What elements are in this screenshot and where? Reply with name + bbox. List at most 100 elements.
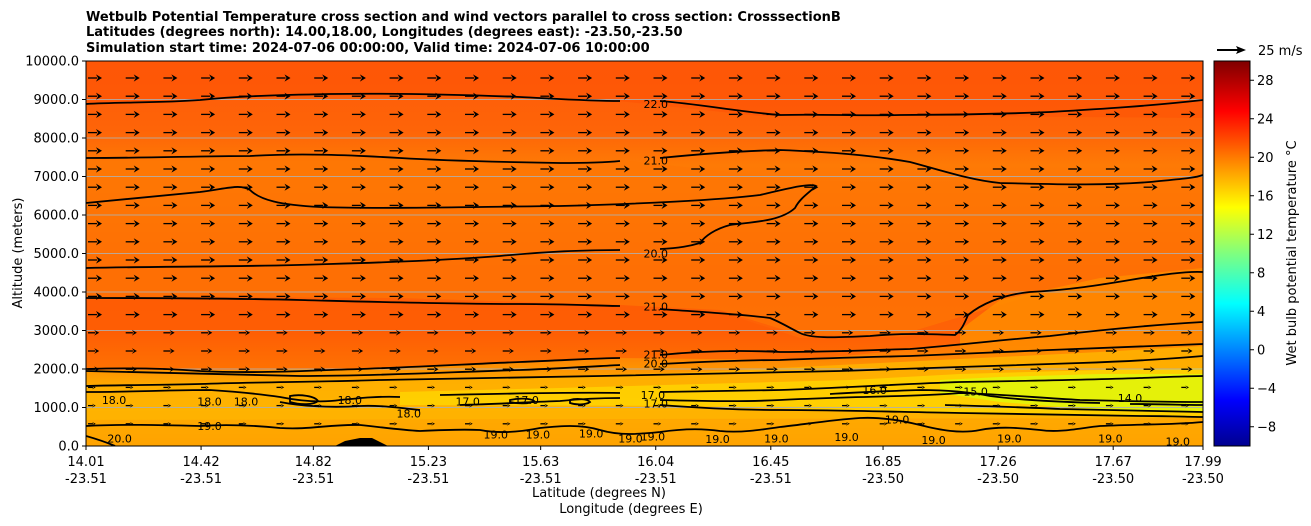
wind-vector-head [623,74,630,82]
wind-vector-head [431,403,435,408]
wind-vector-head [850,183,856,191]
wind-vector-head [623,238,630,246]
wind-vector-head [207,348,213,354]
wind-vector-head [96,256,102,264]
wind-vector-head [1187,329,1193,336]
wind-vector-head [284,129,291,137]
wind-vector-head [1000,129,1007,137]
wind-vector-head [661,74,668,82]
wind-vector-head [850,165,856,173]
wind-vector-head [1038,292,1045,300]
wind-vector-head [468,421,473,426]
wind-vector-head [395,348,401,354]
wind-vector-head [736,165,743,173]
wind-vector-head [510,274,517,282]
wind-vector-head [1189,129,1196,137]
wind-vector-head [1076,238,1083,246]
contour-label: 19.0 [1165,435,1190,448]
wind-vector-head [735,366,741,373]
wind-vector-head [506,421,511,426]
wind-vector-head [473,256,479,264]
wind-vector-head [359,129,366,137]
wind-vector-head [812,147,819,155]
wind-vector-head [887,92,894,100]
contour-17-band [279,392,1203,411]
wind-vector-head [510,183,517,191]
wind-vector-head [246,92,253,100]
wind-vector-head [736,311,743,319]
wind-vector-head [659,329,665,336]
y-tick-label: 3000.0 [34,324,80,339]
wind-vector-head [999,329,1004,336]
wind-vector-head [544,403,549,408]
wind-vector-head [397,220,404,228]
wind-vector-head [209,238,216,246]
wind-vector-head [96,274,102,282]
wind-vector-head [548,201,555,209]
wind-vector-head [431,385,435,390]
wind-vector-head [699,183,706,191]
wind-vector-head [246,274,253,282]
wind-vector-head [921,385,926,390]
wind-vector-head [171,165,178,173]
wind-vector-head [322,220,329,228]
wind-vector-head [171,238,178,246]
wind-vector-head [695,403,699,408]
wind-vector-head [661,92,668,100]
wind-vector-head [510,165,517,173]
wind-vector-head [510,147,517,155]
wind-vector-head [774,147,781,155]
wind-vector-head [699,201,706,209]
wind-vector-head [171,92,178,100]
contour-label: 16.0 [862,384,887,397]
wind-vector-head [473,274,479,282]
x-tick-label-lon: -23.51 [65,472,107,487]
y-tick-label: 0.0 [58,440,79,455]
wind-vector-head [1151,274,1158,282]
wind-vector-head [133,238,140,246]
wind-vector-head [774,110,781,118]
wind-vector-head [91,385,96,390]
colorbar: −8 −4 0 4 8 12 16 20 24 28 Wet bulb potential tem… [1213,60,1300,447]
wind-vector-head [887,183,894,191]
wind-vector-head [812,311,819,319]
wind-vector-head [1113,74,1120,82]
x-tick-label-lat: 17.26 [980,455,1017,470]
colorbar-tick-label: 4 [1257,305,1265,320]
wind-vector-head [1076,110,1083,118]
wind-vector-head [1185,421,1189,426]
wind-vector-head [772,366,778,373]
wind-vector-head [584,366,590,373]
wind-vector-head [473,110,479,118]
wind-vector-head [397,165,404,173]
wind-vector-head [661,292,668,300]
wind-vector-head [736,220,743,228]
wind-vector-head [359,292,366,300]
wind-vector-head [1038,147,1045,155]
wind-vector-head [510,292,517,300]
contour-label: 19.0 [921,434,946,447]
wind-vector-head [171,147,178,155]
wind-vector-head [697,348,703,354]
wind-vector-head [1000,92,1007,100]
wind-vector-head [699,147,706,155]
field-band-lower [86,300,960,370]
field-band-right-orange [960,268,1203,360]
wind-vector-head [963,274,970,282]
colorbar-tick-label: −8 [1257,420,1276,435]
wind-vector-head [1151,292,1158,300]
wind-vector-head [586,274,593,282]
wind-vector-head [999,366,1004,373]
wind-vector-head [850,129,856,137]
wind-vector-head [355,385,360,390]
wind-vector-head [508,366,514,373]
wind-vector-head [623,183,630,191]
wind-vector-head [94,366,100,373]
wind-vector-head [695,385,699,390]
wind-vector-head [736,292,743,300]
wind-vector-head [699,129,706,137]
wind-vector-head [320,348,326,354]
wind-vector-head [586,220,593,228]
wind-vector-head [1074,348,1080,354]
wind-vector-head [246,292,253,300]
